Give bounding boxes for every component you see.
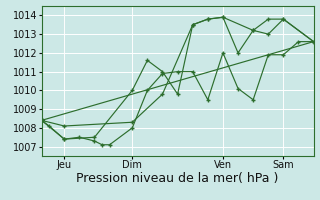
- X-axis label: Pression niveau de la mer( hPa ): Pression niveau de la mer( hPa ): [76, 172, 279, 185]
